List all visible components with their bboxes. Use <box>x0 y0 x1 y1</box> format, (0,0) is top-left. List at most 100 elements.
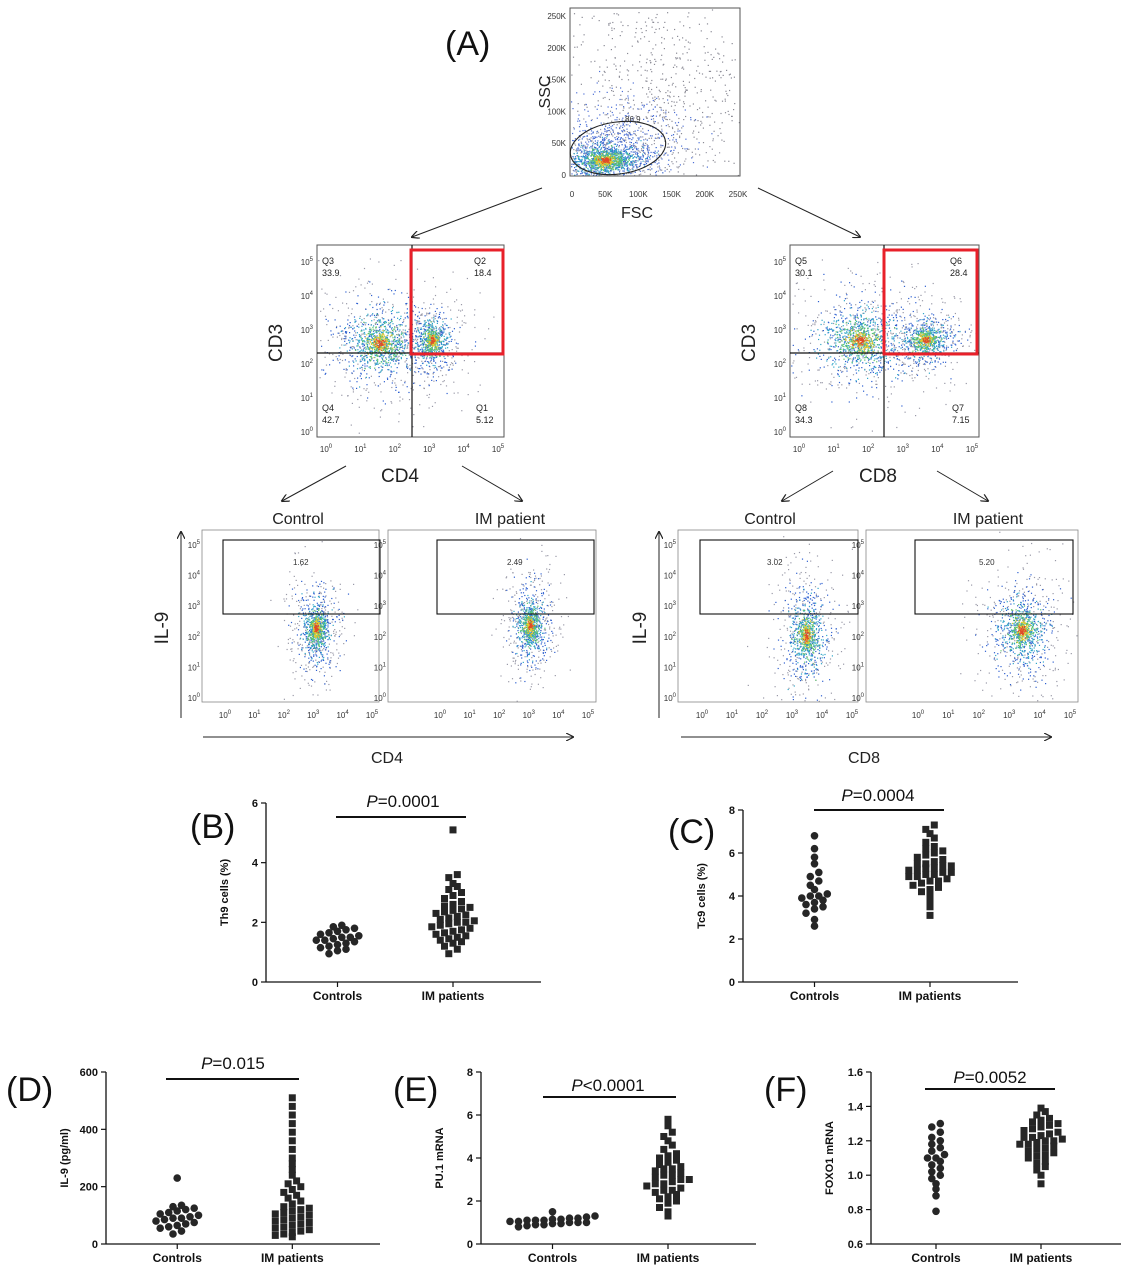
ssc-axis-label: SSC <box>537 76 554 109</box>
event-dot <box>379 348 381 350</box>
event-dot <box>591 17 593 19</box>
event-dot <box>421 347 423 349</box>
event-dot <box>373 335 375 337</box>
event-dot <box>402 398 404 400</box>
event-dot <box>387 339 389 341</box>
log-tick-label: 101 <box>354 444 367 454</box>
event-dot <box>383 337 385 339</box>
event-dot <box>611 120 613 122</box>
event-dot <box>585 141 587 143</box>
event-dot <box>401 331 403 333</box>
event-dot <box>383 340 385 342</box>
event-dot <box>363 360 365 362</box>
event-dot <box>589 164 591 166</box>
event-dot <box>466 277 468 280</box>
event-dot <box>384 322 386 324</box>
event-dot <box>610 128 612 130</box>
event-dot <box>584 146 586 148</box>
event-dot <box>580 160 582 162</box>
event-dot <box>608 159 610 161</box>
event-dot <box>683 84 685 86</box>
event-dot <box>393 349 395 351</box>
event-dot <box>598 146 600 148</box>
event-dot <box>388 356 390 358</box>
event-dot <box>429 335 431 337</box>
event-dot <box>677 128 679 130</box>
event-dot <box>356 387 358 389</box>
event-dot <box>658 159 660 161</box>
event-dot <box>642 156 644 158</box>
event-dot <box>627 79 630 81</box>
event-dot <box>586 153 588 155</box>
event-dot <box>637 137 639 139</box>
event-dot <box>428 328 430 330</box>
event-dot <box>707 160 709 162</box>
event-dot <box>424 349 426 351</box>
event-dot <box>434 342 436 344</box>
event-dot <box>433 303 435 305</box>
event-dot <box>613 13 615 15</box>
event-dot <box>671 84 673 86</box>
event-dot <box>578 156 580 158</box>
event-dot <box>390 357 392 359</box>
event-dot <box>667 102 669 104</box>
event-dot <box>639 165 641 167</box>
event-dot <box>349 322 351 324</box>
event-dot <box>446 392 448 395</box>
event-dot <box>616 156 618 158</box>
event-dot <box>600 151 603 153</box>
event-dot <box>434 348 436 350</box>
event-dot <box>599 158 601 160</box>
event-dot <box>400 340 403 342</box>
event-dot <box>377 340 379 342</box>
event-dot <box>619 65 621 67</box>
event-dot <box>435 330 437 332</box>
event-dot <box>604 139 606 141</box>
event-dot <box>371 347 373 349</box>
event-dot <box>372 306 374 309</box>
event-dot <box>679 58 681 60</box>
event-dot <box>582 156 584 158</box>
event-dot <box>620 149 622 151</box>
event-dot <box>348 325 351 327</box>
event-dot <box>572 157 574 159</box>
event-dot <box>427 338 429 340</box>
event-dot <box>359 336 361 338</box>
event-dot <box>442 340 444 342</box>
event-dot <box>711 148 713 150</box>
event-dot <box>731 59 733 61</box>
event-dot <box>372 344 375 346</box>
event-dot <box>585 149 587 151</box>
event-dot <box>369 356 371 358</box>
event-dot <box>687 59 689 61</box>
event-dot <box>347 307 349 309</box>
event-dot <box>634 156 636 158</box>
event-dot <box>601 161 603 163</box>
event-dot <box>391 327 393 329</box>
event-dot <box>601 158 603 160</box>
event-dot <box>675 161 678 163</box>
event-dot <box>601 132 603 134</box>
event-dot <box>364 341 366 343</box>
event-dot <box>721 100 724 102</box>
event-dot <box>719 128 721 130</box>
event-dot <box>378 375 380 378</box>
event-dot <box>632 167 634 169</box>
event-dot <box>651 88 653 91</box>
event-dot <box>366 400 368 402</box>
event-dot <box>385 358 388 360</box>
event-dot <box>686 148 688 150</box>
event-dot <box>624 149 626 151</box>
event-dot <box>606 152 609 154</box>
event-dot <box>596 132 598 134</box>
event-dot <box>357 349 359 351</box>
event-dot <box>347 319 349 321</box>
event-dot <box>366 282 369 284</box>
event-dot <box>589 166 591 168</box>
event-dot <box>428 342 431 344</box>
event-dot <box>415 362 417 364</box>
event-dot <box>325 372 327 374</box>
event-dot <box>391 333 393 335</box>
event-dot <box>658 162 660 164</box>
event-dot <box>607 156 609 158</box>
